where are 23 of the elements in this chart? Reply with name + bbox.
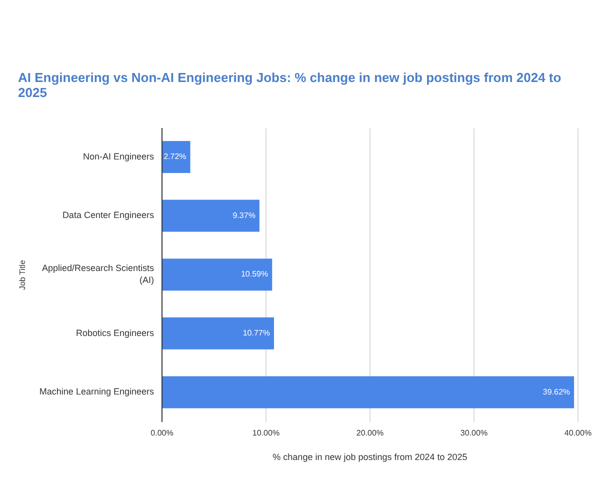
y-tick-label: Applied/Research Scientists (AI) (42, 263, 154, 286)
x-tick-label: 10.00% (252, 428, 280, 438)
data-label: 2.72% (164, 152, 186, 162)
x-tick-label: 40.00% (564, 428, 592, 438)
x-axis-title: % change in new job postings from 2024 to 2025 (272, 452, 468, 462)
data-label: 9.37% (232, 210, 256, 220)
y-axis-title: Job Title (18, 260, 27, 290)
y-tick-label: Robotics Engineers (76, 328, 154, 338)
y-tick-label: Data Center Engineers (62, 210, 154, 221)
bar (162, 141, 190, 173)
x-tick-label: 30.00% (460, 428, 488, 438)
data-label: 10.59% (240, 270, 268, 279)
bar (162, 258, 272, 291)
y-tick-label: Machine Learning Engineers (39, 386, 154, 397)
bar (162, 376, 574, 408)
bar (162, 317, 274, 350)
bar (162, 200, 260, 232)
y-tick-label: Non-AI Engineers (82, 152, 154, 162)
data-label: 39.62% (542, 387, 570, 396)
x-tick-label: 0.00% (150, 428, 174, 438)
data-label: 10.77% (242, 328, 270, 338)
x-tick-label: 20.00% (356, 428, 384, 438)
chart-title: AI Engineering vs Non-AI Engineering Jobs: % change in new job postings from 2024 to 2025 (17, 70, 562, 100)
